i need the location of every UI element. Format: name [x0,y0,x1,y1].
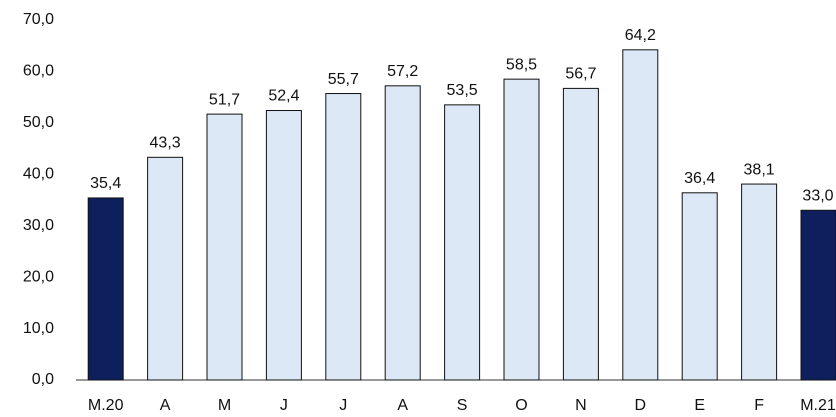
x-tick-label: O [515,397,527,414]
bar [503,78,540,381]
y-tick-label: 20,0 [23,268,54,285]
value-label: 53,5 [447,82,478,99]
bar [325,93,362,381]
x-tick-label: J [339,397,347,414]
y-tick-label: 10,0 [23,320,54,337]
value-label: 36,4 [684,170,715,187]
x-tick-label: A [397,397,408,414]
value-label: 35,4 [90,175,121,192]
bar [622,49,659,381]
x-tick-label: F [754,397,764,414]
bar [147,156,184,381]
bar [384,85,421,381]
x-tick-label: J [280,397,288,414]
value-label: 43,3 [150,135,181,152]
x-tick-label: M [218,397,231,414]
bar [265,110,302,381]
y-tick-label: 0,0 [32,371,54,388]
value-label: 52,4 [268,88,299,105]
x-tick-label: M.20 [88,397,124,414]
y-tick-label: 60,0 [23,63,54,80]
x-tick-label: E [694,397,705,414]
value-label: 58,5 [506,56,537,73]
value-label: 51,7 [209,91,240,108]
x-tick-label: D [635,397,647,414]
value-label: 55,7 [328,71,359,88]
bar [206,113,243,381]
value-label: 33,0 [802,188,833,205]
bar [681,192,718,381]
bar [87,197,124,381]
bar [800,209,836,381]
x-tick-label: A [160,397,171,414]
y-tick-label: 70,0 [23,11,54,28]
x-tick-label: M.21 [800,397,836,414]
y-tick-label: 30,0 [23,217,54,234]
value-label: 56,7 [565,66,596,83]
x-tick-label: N [575,397,587,414]
y-tick-label: 40,0 [23,166,54,183]
x-tick-label: S [457,397,468,414]
bar [562,87,599,381]
value-label: 57,2 [387,63,418,80]
bar [444,104,481,381]
value-label: 64,2 [625,27,656,44]
y-tick-label: 50,0 [23,114,54,131]
value-label: 38,1 [744,161,775,178]
bar [741,183,778,381]
